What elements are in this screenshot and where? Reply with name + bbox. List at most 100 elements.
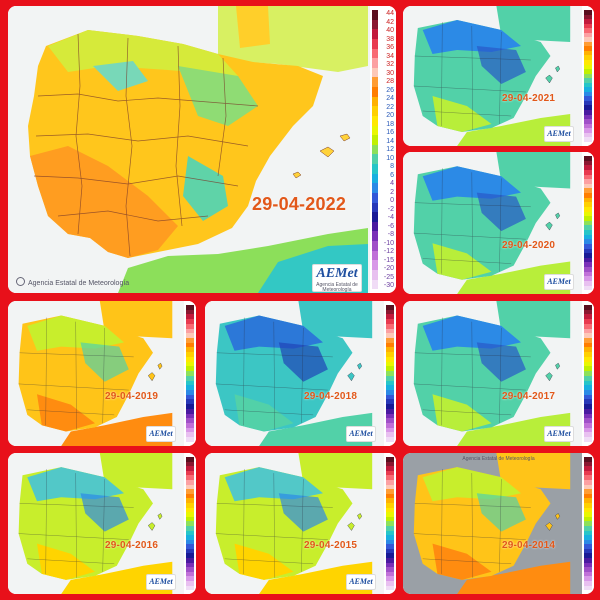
scale-color-step xyxy=(584,323,592,329)
scale-color-bars xyxy=(584,156,592,291)
scale-color-step xyxy=(386,553,394,559)
scale-color-step xyxy=(584,516,592,522)
scale-color-step xyxy=(372,67,378,78)
scale-color-step xyxy=(584,193,592,198)
scale-color-bars xyxy=(386,305,394,442)
scale-color-step xyxy=(584,197,592,203)
scale-color-step xyxy=(186,470,194,476)
scale-color-step xyxy=(584,548,592,554)
scale-color-step xyxy=(584,114,592,120)
thumbnail-2017: 29-04-2017 AEMet xyxy=(403,301,594,446)
scale-color-step xyxy=(372,260,378,270)
scale-color-step xyxy=(386,475,394,480)
scale-color-step xyxy=(386,507,394,513)
balearic-islands xyxy=(545,372,553,382)
scale-label: 30 xyxy=(386,69,394,77)
scale-color-step xyxy=(186,479,194,485)
scale-color-step xyxy=(584,188,592,193)
south-region xyxy=(234,543,294,580)
scale-color-step xyxy=(386,385,394,390)
thumbnail-date-label: 29-04-2018 xyxy=(304,391,358,402)
scale-color-step xyxy=(584,55,592,61)
scale-color-step xyxy=(386,558,394,563)
scale-label: 44 xyxy=(386,10,394,17)
scale-color-step xyxy=(186,553,194,559)
north-mild xyxy=(48,30,238,76)
scale-color-step xyxy=(386,457,394,462)
temperature-color-scale: 44 42 40 38 36 34 32 30 28 26 24 22 20 18 16 14 12 10 8 6 4 2… xyxy=(370,6,396,293)
scale-color-bars xyxy=(186,305,194,442)
scale-color-step xyxy=(386,470,394,476)
scale-label: -25 xyxy=(383,273,394,281)
scale-color-step xyxy=(372,144,378,155)
scale-label: 34 xyxy=(386,52,394,60)
france-land xyxy=(298,301,373,339)
scale-color-step xyxy=(584,100,592,106)
scale-color-step xyxy=(584,60,592,65)
mallorca xyxy=(319,146,335,158)
province-borders xyxy=(18,469,134,578)
scale-color-step xyxy=(584,239,592,244)
scale-color-step xyxy=(584,479,592,485)
thumbnail-date-label: 29-04-2020 xyxy=(502,240,556,251)
balearic-islands xyxy=(545,221,553,231)
thumbnail-map xyxy=(403,453,594,594)
scale-color-step xyxy=(186,567,194,572)
scale-color-step xyxy=(584,347,592,353)
scale-color-step xyxy=(386,512,394,517)
scale-color-step xyxy=(372,10,378,20)
aemet-logo: AEMet xyxy=(146,574,176,590)
south-region xyxy=(432,543,492,580)
scale-color-step xyxy=(386,571,394,577)
scale-color-step xyxy=(386,576,394,582)
scale-color-step xyxy=(584,78,592,83)
menorca xyxy=(555,65,561,73)
scale-color-step xyxy=(372,173,378,184)
scale-color-step xyxy=(386,466,394,471)
scale-color-step xyxy=(186,502,194,508)
scale-color-step xyxy=(584,156,592,161)
thumbnail-map xyxy=(403,6,594,146)
menorca xyxy=(157,362,163,370)
scale-color-step xyxy=(386,333,394,339)
scale-color-step xyxy=(584,314,592,320)
scale-color-step xyxy=(584,427,592,433)
scale-color-step xyxy=(186,516,194,522)
scale-color-step xyxy=(386,525,394,531)
province-borders xyxy=(215,317,333,430)
scale-color-step xyxy=(372,164,378,174)
scale-color-step xyxy=(584,230,592,235)
agency-seal-icon xyxy=(16,277,25,286)
france-land xyxy=(496,152,571,189)
central-region xyxy=(476,342,526,382)
scale-color-step xyxy=(584,160,592,166)
scale-color-step xyxy=(584,50,592,56)
scale-color-step xyxy=(386,413,394,419)
scale-label: 14 xyxy=(386,137,394,145)
scale-color-step xyxy=(386,502,394,508)
province-borders xyxy=(413,21,531,131)
scale-color-step xyxy=(372,221,378,232)
south-region xyxy=(37,543,95,580)
scale-color-step xyxy=(372,231,378,241)
scale-color-step xyxy=(186,562,194,568)
central-region xyxy=(476,192,526,232)
scale-color-step xyxy=(584,475,592,480)
scale-color-step xyxy=(584,521,592,526)
scale-color-step xyxy=(186,521,194,526)
scale-color-step xyxy=(386,567,394,572)
central-region xyxy=(80,493,129,532)
balearic-islands xyxy=(147,372,156,382)
scale-color-step xyxy=(584,361,592,367)
scale-label: 4 xyxy=(390,180,394,187)
scale-color-step xyxy=(372,192,378,203)
scale-color-step xyxy=(584,319,592,324)
aemet-logo: AEMet Agencia Estatal de Meteorología xyxy=(312,264,362,293)
scale-label: 22 xyxy=(386,103,394,111)
scale-color-step xyxy=(386,404,394,409)
scale-label: 6 xyxy=(390,171,394,179)
scale-color-step xyxy=(584,183,592,189)
scale-color-step xyxy=(386,544,394,549)
scale-color-step xyxy=(386,493,394,499)
africa-land xyxy=(61,561,173,594)
